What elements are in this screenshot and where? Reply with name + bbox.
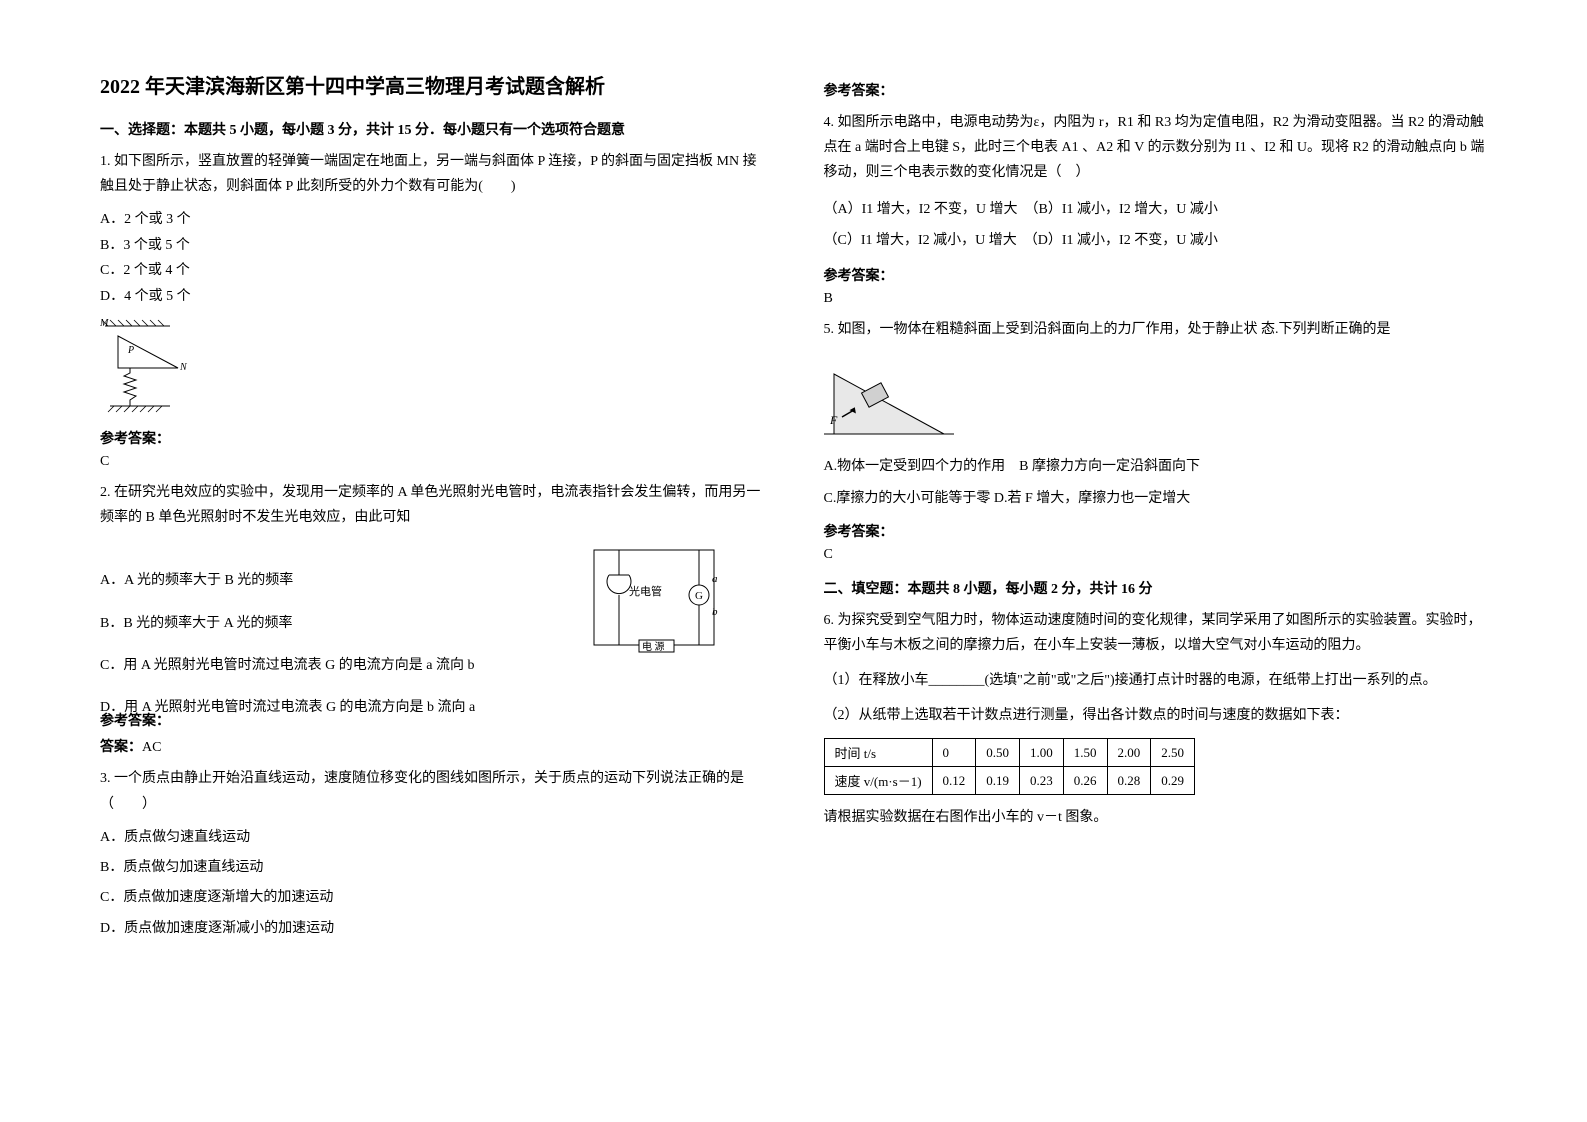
- q3-option-c: C．质点做加速度逐渐增大的加速运动: [100, 887, 764, 909]
- r1c0: 0: [932, 739, 976, 767]
- label-b: b: [712, 606, 718, 618]
- exam-title: 2022 年天津滨海新区第十四中学高三物理月考试题含解析: [100, 70, 764, 99]
- left-column: 2022 年天津滨海新区第十四中学高三物理月考试题含解析 一、选择题：本题共 5…: [100, 70, 764, 1052]
- q3-option-a: A．质点做匀速直线运动: [100, 827, 764, 849]
- r1c1: 0.50: [976, 739, 1020, 767]
- q4-option-cd: （C）I1 增大，I2 减小，U 增大 （D）I1 减小，I2 不变，U 减小: [824, 227, 1488, 255]
- q5-option-cd: C.摩擦力的大小可能等于零 D.若 F 增大，摩擦力也一定增大: [824, 488, 1488, 510]
- q1-answer: C: [100, 454, 764, 470]
- q1-option-c: C．2 个或 4 个: [100, 260, 764, 282]
- r1c5: 2.50: [1151, 739, 1195, 767]
- label-m: M: [100, 318, 109, 329]
- q1-stem: 1. 如下图所示，竖直放置的轻弹簧一端固定在地面上，另一端与斜面体 P 连接，P…: [100, 149, 764, 199]
- label-a: a: [712, 573, 718, 585]
- q4-answer: B: [824, 291, 1488, 307]
- q4-stem: 4. 如图所示电路中，电源电动势为ε，内阻为 r，R1 和 R3 均为定值电阻，…: [824, 110, 1488, 186]
- label-p: P: [127, 345, 134, 356]
- r1c2: 1.00: [1020, 739, 1064, 767]
- q2-stem: 2. 在研究光电效应的实验中，发现用一定频率的 A 单色光照射光电管时，电流表指…: [100, 480, 764, 530]
- q1-option-d: D．4 个或 5 个: [100, 286, 764, 308]
- q2-option-d: D．用 A 光照射光电管时流过电流表 G 的电流方向是 b 流向 a: [100, 697, 498, 719]
- q5-stem: 5. 如图，一物体在粗糙斜面上受到沿斜面向上的力厂作用，处于静止状 态.下列判断…: [824, 317, 1488, 342]
- r1c4: 2.00: [1107, 739, 1151, 767]
- r1c3: 1.50: [1063, 739, 1107, 767]
- table-row: 速度 v/(m·s－1) 0.12 0.19 0.23 0.26 0.28 0.…: [824, 767, 1195, 795]
- label-g: G: [695, 590, 703, 602]
- r2c2: 0.23: [1020, 767, 1064, 795]
- label-n: N: [179, 362, 188, 373]
- label-tube: 光电管: [629, 584, 662, 598]
- q4-option-ab: （A）I1 增大，I2 不变，U 增大 （B）I1 减小，I2 增大，U 减小: [824, 196, 1488, 224]
- q1-option-b: B．3 个或 5 个: [100, 235, 764, 257]
- q2-option-c: C．用 A 光照射光电管时流过电流表 G 的电流方向是 a 流向 b: [100, 655, 498, 677]
- q5-option-ab: A.物体一定受到四个力的作用 B 摩擦力方向一定沿斜面向下: [824, 456, 1488, 478]
- label-f: F: [829, 413, 838, 427]
- answer-prefix: 答案：: [100, 740, 142, 755]
- r2c0: 0.12: [932, 767, 976, 795]
- q2-answer-val: AC: [142, 740, 161, 755]
- part2-header: 二、填空题：本题共 8 小题，每小题 2 分，共计 16 分: [824, 578, 1488, 598]
- q2-row: A．A 光的频率大于 B 光的频率 B．B 光的频率大于 A 光的频率 C．用 …: [100, 540, 764, 700]
- q1-diagram: M P N: [100, 318, 200, 418]
- r2c3: 0.26: [1063, 767, 1107, 795]
- q5-answer-label: 参考答案：: [824, 521, 1488, 541]
- row2-label: 速度 v/(m·s－1): [824, 767, 932, 795]
- row1-label: 时间 t/s: [824, 739, 932, 767]
- q3-stem: 3. 一个质点由静止开始沿直线运动，速度随位移变化的图线如图所示，关于质点的运动…: [100, 766, 764, 816]
- q3-option-b: B．质点做匀加速直线运动: [100, 857, 764, 879]
- q6-p2: （2）从纸带上选取若干计数点进行测量，得出各计数点的时间与速度的数据如下表：: [824, 703, 1488, 728]
- part1-header: 一、选择题：本题共 5 小题，每小题 3 分，共计 15 分．每小题只有一个选项…: [100, 119, 764, 139]
- q1-option-a: A．2 个或 3 个: [100, 209, 764, 231]
- q5-answer: C: [824, 547, 1488, 563]
- q6-p1: （1）在释放小车________(选填"之前"或"之后")接通打点计时器的电源，…: [824, 668, 1488, 693]
- right-column: 参考答案： 4. 如图所示电路中，电源电动势为ε，内阻为 r，R1 和 R3 均…: [824, 70, 1488, 1052]
- q2-diagram: 光电管 G a b 电 源: [584, 540, 734, 670]
- r2c1: 0.19: [976, 767, 1020, 795]
- r2c4: 0.28: [1107, 767, 1151, 795]
- q2-option-a: A．A 光的频率大于 B 光的频率: [100, 570, 498, 592]
- q6-table: 时间 t/s 0 0.50 1.00 1.50 2.00 2.50 速度 v/(…: [824, 738, 1196, 795]
- r2c5: 0.29: [1151, 767, 1195, 795]
- q2-option-b: B．B 光的频率大于 A 光的频率: [100, 613, 498, 635]
- q4-answer-label: 参考答案：: [824, 265, 1488, 285]
- q6-stem: 6. 为探究受到空气阻力时，物体运动速度随时间的变化规律，某同学采用了如图所示的…: [824, 608, 1488, 658]
- q2-options: A．A 光的频率大于 B 光的频率 B．B 光的频率大于 A 光的频率 C．用 …: [100, 550, 498, 740]
- q3-option-d: D．质点做加速度逐渐减小的加速运动: [100, 918, 764, 940]
- label-source: 电 源: [642, 640, 665, 653]
- q1-answer-label: 参考答案：: [100, 428, 764, 448]
- q3-answer-label: 参考答案：: [824, 80, 1488, 100]
- table-row: 时间 t/s 0 0.50 1.00 1.50 2.00 2.50: [824, 739, 1195, 767]
- q5-diagram: F: [824, 354, 964, 444]
- q6-p3: 请根据实验数据在右图作出小车的 v－t 图象。: [824, 805, 1488, 830]
